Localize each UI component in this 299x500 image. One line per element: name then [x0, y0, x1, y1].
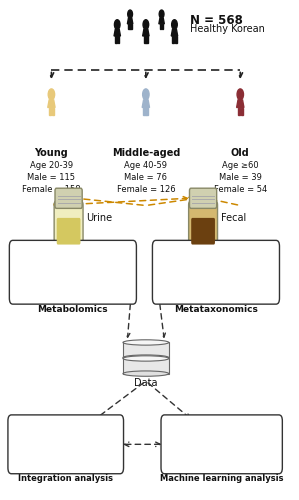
FancyBboxPatch shape	[9, 240, 136, 304]
Polygon shape	[127, 18, 133, 24]
Bar	[123, 358, 169, 374]
Text: (Miseq): (Miseq)	[201, 274, 231, 283]
Polygon shape	[130, 24, 132, 30]
Polygon shape	[52, 108, 54, 115]
FancyBboxPatch shape	[161, 415, 282, 474]
Circle shape	[143, 89, 149, 100]
Text: Young: Young	[35, 148, 68, 158]
FancyBboxPatch shape	[54, 201, 83, 249]
Text: GB, XGBoost,: GB, XGBoost,	[195, 440, 248, 450]
FancyBboxPatch shape	[190, 188, 217, 208]
Polygon shape	[118, 36, 119, 43]
Polygon shape	[159, 18, 164, 24]
Polygon shape	[142, 100, 150, 108]
FancyBboxPatch shape	[191, 218, 215, 244]
Polygon shape	[162, 24, 163, 30]
Text: Age ≥60: Age ≥60	[222, 160, 259, 170]
Text: Metabolomics: Metabolomics	[38, 304, 108, 314]
FancyBboxPatch shape	[57, 218, 80, 244]
Text: Middle-aged: Middle-aged	[112, 148, 180, 158]
Text: Healthy Korean: Healthy Korean	[190, 24, 265, 34]
Text: Data acquisition: Data acquisition	[40, 262, 106, 272]
Text: Fecal: Fecal	[221, 213, 246, 223]
FancyBboxPatch shape	[55, 188, 82, 208]
Polygon shape	[172, 36, 174, 43]
Polygon shape	[115, 36, 117, 43]
FancyBboxPatch shape	[152, 240, 280, 304]
Text: Female = 126: Female = 126	[117, 185, 175, 194]
Circle shape	[128, 10, 132, 18]
Polygon shape	[241, 108, 243, 115]
Ellipse shape	[123, 340, 169, 345]
Text: Male = 76: Male = 76	[124, 173, 167, 182]
Polygon shape	[175, 36, 177, 43]
Polygon shape	[128, 24, 130, 30]
Text: Data: Data	[134, 378, 158, 388]
Text: Male = 39: Male = 39	[219, 173, 262, 182]
Circle shape	[115, 20, 120, 30]
Circle shape	[172, 20, 177, 30]
Text: Network analysis: Network analysis	[31, 454, 100, 463]
Polygon shape	[143, 30, 149, 36]
Bar	[123, 342, 169, 357]
Text: Old: Old	[231, 148, 250, 158]
FancyBboxPatch shape	[189, 201, 218, 249]
Polygon shape	[144, 108, 146, 115]
Text: Pre-processing: Pre-processing	[186, 251, 245, 260]
Polygon shape	[160, 24, 161, 30]
Polygon shape	[48, 100, 55, 108]
Ellipse shape	[123, 356, 169, 361]
Polygon shape	[146, 36, 148, 43]
Text: Taxonomy analysis: Taxonomy analysis	[178, 286, 254, 294]
Text: Metataxonomics: Metataxonomics	[174, 304, 258, 314]
Circle shape	[48, 89, 55, 100]
Polygon shape	[238, 108, 240, 115]
Circle shape	[237, 89, 243, 100]
Polygon shape	[49, 108, 51, 115]
Ellipse shape	[123, 371, 169, 376]
Polygon shape	[237, 100, 244, 108]
Text: Amplification & Sequencing: Amplification & Sequencing	[160, 262, 272, 272]
Text: Female = 54: Female = 54	[214, 185, 267, 194]
Text: Machine learning analysis: Machine learning analysis	[160, 474, 283, 483]
Circle shape	[159, 10, 164, 18]
Polygon shape	[114, 30, 120, 36]
Text: Male = 115: Male = 115	[28, 173, 75, 182]
Text: Data analysis: Data analysis	[46, 286, 100, 294]
Text: N = 568: N = 568	[190, 14, 243, 26]
Ellipse shape	[123, 355, 169, 360]
Text: Female = 158: Female = 158	[22, 185, 81, 194]
Text: Age 40-59: Age 40-59	[124, 160, 167, 170]
Text: Urine: Urine	[86, 213, 113, 223]
Polygon shape	[146, 108, 148, 115]
Circle shape	[143, 20, 149, 30]
Polygon shape	[171, 30, 178, 36]
Polygon shape	[144, 36, 146, 43]
Text: Pre-processing: Pre-processing	[43, 251, 103, 260]
FancyBboxPatch shape	[8, 415, 123, 474]
Text: (GC-MS): (GC-MS)	[57, 274, 89, 283]
Text: Prediction model: Prediction model	[183, 427, 260, 436]
Text: Integration analysis: Integration analysis	[18, 474, 113, 483]
Text: Multi-omics: Multi-omics	[39, 427, 92, 436]
Text: Light GBM, RF: Light GBM, RF	[194, 454, 250, 463]
Text: Circos plot: Circos plot	[44, 440, 87, 450]
Text: Age 20-39: Age 20-39	[30, 160, 73, 170]
